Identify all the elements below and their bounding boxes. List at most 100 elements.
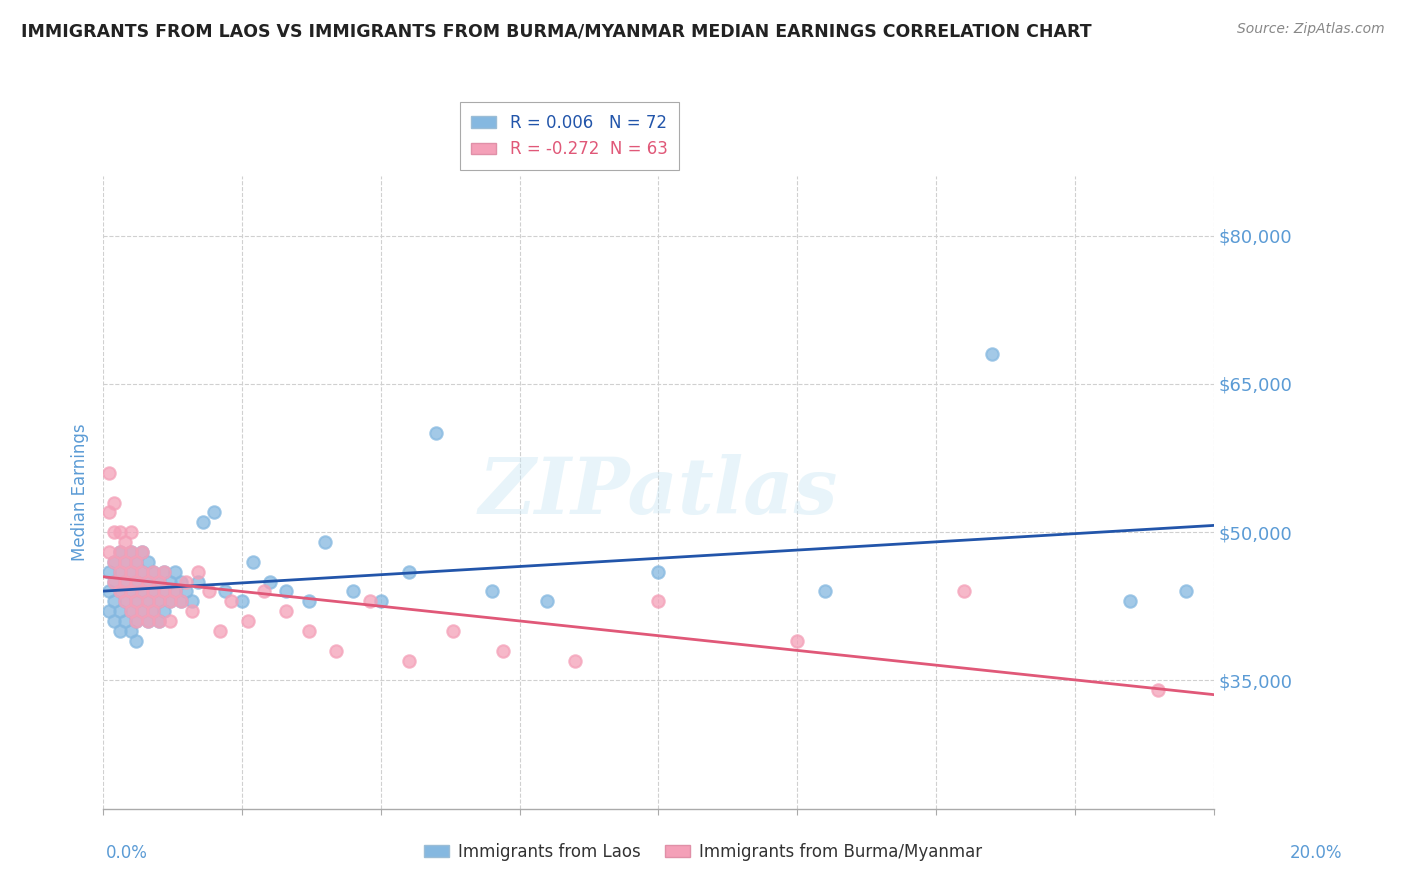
Point <box>120 584 142 599</box>
Point <box>114 555 136 569</box>
Legend: R = 0.006   N = 72, R = -0.272  N = 63: R = 0.006 N = 72, R = -0.272 N = 63 <box>460 103 679 170</box>
Point <box>1119 594 1142 608</box>
Point <box>125 555 148 569</box>
Point <box>165 584 187 599</box>
Point <box>153 584 176 599</box>
Point <box>276 604 298 618</box>
Point <box>131 565 153 579</box>
Point <box>153 565 176 579</box>
Point <box>342 584 364 599</box>
Point <box>370 594 392 608</box>
Point <box>176 584 198 599</box>
Point <box>170 574 193 589</box>
Point <box>114 614 136 628</box>
Point <box>136 594 159 608</box>
Point <box>97 505 120 519</box>
Point <box>136 594 159 608</box>
Point <box>398 654 420 668</box>
Point <box>564 654 586 668</box>
Text: ZIPatlas: ZIPatlas <box>478 454 838 531</box>
Point <box>114 574 136 589</box>
Point <box>142 604 165 618</box>
Point <box>219 594 242 608</box>
Point <box>114 594 136 608</box>
Point <box>125 574 148 589</box>
Point <box>953 584 976 599</box>
Point <box>142 584 165 599</box>
Point <box>97 584 120 599</box>
Point <box>148 574 170 589</box>
Point <box>202 505 225 519</box>
Point <box>159 574 181 589</box>
Point <box>103 594 125 608</box>
Point <box>148 594 170 608</box>
Point <box>108 565 131 579</box>
Point <box>108 565 131 579</box>
Point <box>125 594 148 608</box>
Point <box>492 644 515 658</box>
Point <box>120 565 142 579</box>
Point <box>186 565 208 579</box>
Point <box>253 584 276 599</box>
Point <box>148 614 170 628</box>
Point <box>114 555 136 569</box>
Point <box>114 535 136 549</box>
Point <box>398 565 420 579</box>
Point <box>165 565 187 579</box>
Point <box>131 604 153 618</box>
Point <box>786 634 808 648</box>
Point <box>108 624 131 638</box>
Point <box>120 604 142 618</box>
Point <box>108 584 131 599</box>
Point <box>120 525 142 540</box>
Point <box>97 466 120 480</box>
Point <box>181 594 204 608</box>
Point <box>276 584 298 599</box>
Point <box>136 614 159 628</box>
Point <box>97 565 120 579</box>
Point <box>103 555 125 569</box>
Point <box>242 555 264 569</box>
Point <box>103 574 125 589</box>
Point <box>114 594 136 608</box>
Point <box>441 624 464 638</box>
Point <box>325 644 347 658</box>
Point <box>181 604 204 618</box>
Point <box>103 555 125 569</box>
Point <box>136 574 159 589</box>
Text: 20.0%: 20.0% <box>1291 844 1343 862</box>
Point <box>125 594 148 608</box>
Point <box>314 535 336 549</box>
Point <box>97 604 120 618</box>
Point <box>170 594 193 608</box>
Point <box>108 545 131 559</box>
Point <box>108 604 131 618</box>
Point <box>153 604 176 618</box>
Point <box>125 614 148 628</box>
Point <box>159 614 181 628</box>
Point <box>214 584 236 599</box>
Point <box>108 584 131 599</box>
Point <box>980 347 1002 361</box>
Legend: Immigrants from Laos, Immigrants from Burma/Myanmar: Immigrants from Laos, Immigrants from Bu… <box>418 837 988 868</box>
Point <box>97 545 120 559</box>
Point <box>125 634 148 648</box>
Point <box>142 565 165 579</box>
Point <box>814 584 837 599</box>
Point <box>170 594 193 608</box>
Point <box>259 574 281 589</box>
Point <box>120 624 142 638</box>
Point <box>159 594 181 608</box>
Point <box>481 584 503 599</box>
Point <box>1147 683 1170 698</box>
Point <box>176 574 198 589</box>
Point <box>103 495 125 509</box>
Point <box>191 516 214 530</box>
Point <box>125 614 148 628</box>
Point <box>136 574 159 589</box>
Point <box>142 584 165 599</box>
Point <box>165 584 187 599</box>
Text: IMMIGRANTS FROM LAOS VS IMMIGRANTS FROM BURMA/MYANMAR MEDIAN EARNINGS CORRELATIO: IMMIGRANTS FROM LAOS VS IMMIGRANTS FROM … <box>21 22 1091 40</box>
Point <box>103 614 125 628</box>
Point <box>131 545 153 559</box>
